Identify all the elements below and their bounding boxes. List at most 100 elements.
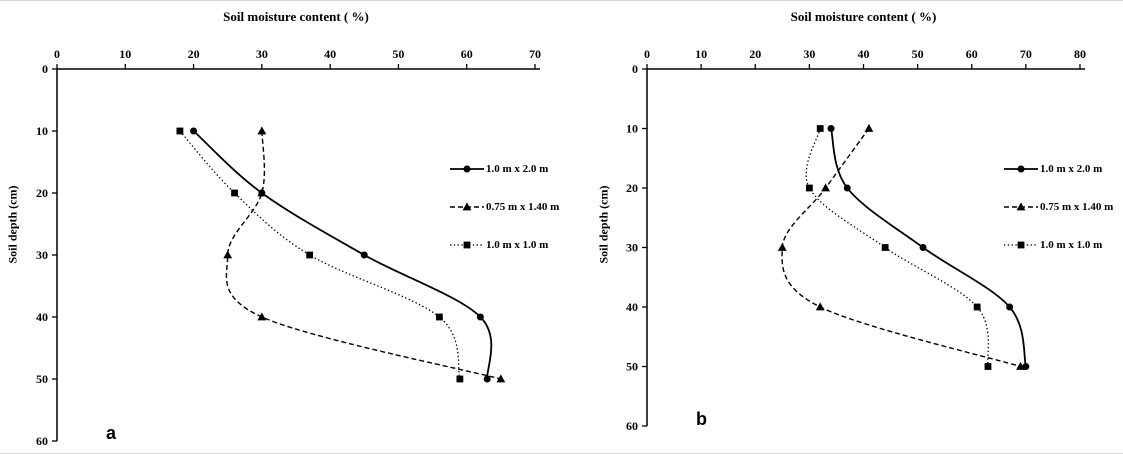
triangle-marker (462, 202, 472, 211)
tick-label: 0 (54, 47, 60, 61)
tick-label: 20 (626, 181, 638, 195)
series-1-0-m-x-1-0-m (805, 125, 992, 370)
legend-label: 0.75 m x 1.40 m (1040, 201, 1114, 213)
circle-marker (919, 244, 927, 251)
chart-panel-b: Soil moisture content ( %) Soil depth (c… (562, 1, 1123, 453)
tick-label: 70 (1020, 47, 1032, 61)
square-marker (881, 244, 889, 251)
legend-triangle-sample-icon (1004, 202, 1038, 211)
triangle-marker (223, 250, 233, 259)
series-0-75-m-x-1-40-m (223, 126, 506, 383)
chart-title-a: Soil moisture content ( %) (223, 9, 369, 24)
triangle-marker (257, 312, 267, 321)
legend-label: 1.0 m x 1.0 m (1040, 239, 1103, 251)
series-line (805, 128, 990, 367)
triangle-marker (257, 126, 267, 135)
legend-item: 1.0 m x 1.0 m (450, 239, 559, 251)
circle-marker (1017, 165, 1025, 173)
legend-square-sample-icon (1004, 241, 1038, 249)
square-marker (436, 313, 443, 321)
triangle-marker (257, 188, 267, 197)
circle-marker (1006, 303, 1014, 311)
legend-square-sample-icon (450, 241, 484, 249)
tick-label: 60 (36, 434, 48, 448)
triangle-marker (1016, 361, 1025, 370)
tick-label: 10 (36, 124, 48, 138)
triangle-marker (864, 123, 874, 132)
tick-label: 40 (858, 47, 870, 61)
tick-label: 0 (644, 47, 650, 61)
tick-label: 10 (626, 122, 638, 136)
panel-label-a: a (106, 423, 117, 443)
tick-label: 20 (188, 47, 200, 61)
tick-label: 30 (36, 248, 48, 262)
legend-label: 1.0 m x 2.0 m (1040, 163, 1103, 175)
series-1-0-m-x-2-0-m (827, 125, 1030, 370)
square-marker (984, 363, 992, 370)
plot-area-b: 0 10 20 30 40 50 60 70 80 0 10 20 30 40 50 60 (562, 1, 1123, 453)
tick-label: 50 (626, 360, 638, 374)
legend-item: 0.75 m x 1.40 m (1004, 201, 1113, 213)
square-marker (1017, 241, 1025, 249)
tick-label: 10 (695, 47, 707, 61)
tick-label: 70 (529, 47, 541, 61)
square-marker (816, 125, 824, 132)
series-line (179, 130, 461, 380)
tick-label: 30 (803, 47, 815, 61)
legend-label: 0.75 m x 1.40 m (486, 201, 560, 213)
tick-label: 30 (256, 47, 268, 61)
triangle-marker (777, 242, 787, 251)
circle-marker (190, 127, 198, 135)
circle-marker (360, 251, 368, 259)
chart-canvas-a: 0 10 20 30 40 50 60 70 0 10 20 30 40 50 60 (36, 47, 541, 448)
tick-label: 60 (966, 47, 978, 61)
square-marker (176, 127, 184, 135)
tick-label: 40 (36, 310, 48, 324)
tick-label: 40 (324, 47, 336, 61)
legend-item: 1.0 m x 1.0 m (1004, 239, 1113, 251)
legend-item: 0.75 m x 1.40 m (450, 201, 559, 213)
square-marker (231, 189, 238, 197)
circle-marker (463, 165, 471, 173)
legend-label: 1.0 m x 1.0 m (486, 239, 549, 251)
square-marker (463, 241, 471, 249)
axes: 0 10 20 30 40 50 60 70 0 10 20 30 40 50 60 (36, 47, 541, 448)
legend-a: 1.0 m x 2.0 m 0.75 m x 1.40 m 1.0 m x 1.0 … (450, 163, 559, 251)
circle-marker (476, 313, 484, 321)
tick-label: 20 (36, 186, 48, 200)
square-marker (306, 251, 314, 259)
circle-marker (843, 184, 851, 192)
legend-triangle-sample-icon (450, 202, 484, 211)
chart-title-b: Soil moisture content ( %) (790, 9, 937, 24)
chart-panel-a: Soil moisture content ( %) Soil depth (c… (0, 1, 561, 453)
series-line (781, 128, 1021, 368)
series-1-0-m-x-2-0-m (190, 127, 493, 383)
plot-area-a: 0 10 20 30 40 50 60 70 0 10 20 30 40 50 60 (0, 1, 561, 453)
triangle-marker (821, 183, 831, 192)
panel-label-b: b (696, 409, 707, 429)
series-line (225, 130, 502, 380)
legend-b: 1.0 m x 2.0 m 0.75 m x 1.40 m 1.0 m x 1.0 … (1004, 163, 1113, 251)
square-marker (805, 184, 813, 192)
chart-canvas-b: 0 10 20 30 40 50 60 70 80 0 10 20 30 40 50 60 (626, 47, 1086, 433)
triangle-marker (815, 302, 825, 311)
triangle-marker (496, 374, 506, 383)
tick-label: 0 (42, 62, 48, 76)
tick-label: 60 (626, 419, 638, 433)
tick-label: 80 (1074, 47, 1086, 61)
tick-label: 10 (119, 47, 131, 61)
tick-label: 50 (912, 47, 924, 61)
series-line (830, 128, 1027, 367)
legend-circle-sample-icon (450, 165, 484, 173)
legend-item: 1.0 m x 2.0 m (1004, 163, 1113, 175)
tick-label: 50 (36, 372, 48, 386)
axes: 0 10 20 30 40 50 60 70 80 0 10 20 30 40 50 60 (626, 47, 1086, 433)
tick-label: 60 (461, 47, 473, 61)
series-0-75-m-x-1-40-m (777, 123, 1025, 370)
legend-circle-sample-icon (1004, 165, 1038, 173)
square-marker (973, 303, 981, 311)
tick-label: 40 (626, 300, 638, 314)
circle-marker (827, 125, 835, 132)
tick-label: 50 (392, 47, 404, 61)
circle-marker (1022, 363, 1030, 370)
